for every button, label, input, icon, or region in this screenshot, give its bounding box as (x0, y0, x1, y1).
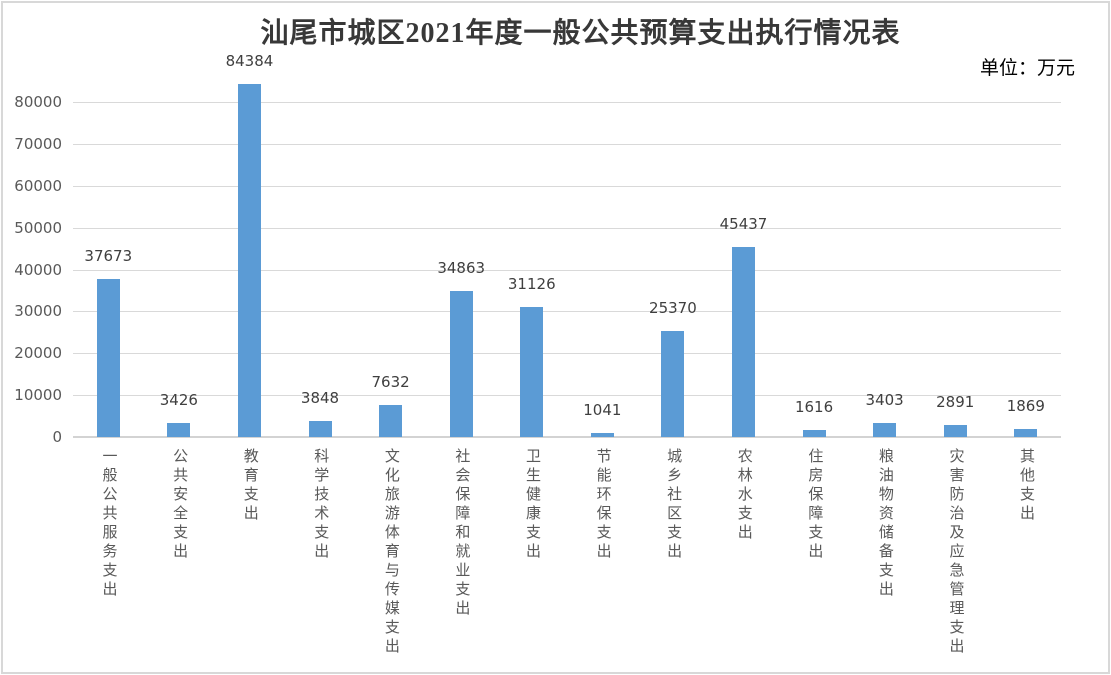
x-axis-category-label: 粮油物资储备支出 (876, 448, 893, 600)
x-axis-category-label: 住房保障支出 (806, 448, 823, 562)
y-axis-tick-label: 60000 (14, 176, 62, 195)
bar (873, 422, 897, 437)
bar-slot: 1869 (991, 397, 1062, 437)
x-axis-category: 一般公共服务支出 (73, 448, 144, 600)
x-axis-category: 农林水支出 (708, 448, 779, 543)
gridline (73, 395, 1061, 397)
bar (308, 420, 332, 437)
bar (520, 306, 544, 437)
bar (943, 424, 967, 437)
x-axis-category: 节能环保支出 (567, 448, 638, 562)
bar-slot: 1041 (567, 401, 638, 437)
x-axis-category: 卫生健康支出 (496, 448, 567, 562)
bar (96, 279, 120, 437)
bar-value-label: 31126 (507, 274, 556, 293)
gridline (73, 185, 1061, 187)
bar-slot: 45437 (708, 215, 779, 437)
x-axis-category-label: 一般公共服务支出 (100, 448, 117, 600)
bar-value-label: 3848 (300, 388, 340, 407)
bar (237, 83, 261, 437)
y-axis-tick-label: 30000 (14, 302, 62, 321)
x-axis-category-label: 城乡社区支出 (665, 448, 682, 562)
bar-slot: 3848 (285, 389, 356, 437)
y-axis-tick-label: 40000 (14, 260, 62, 279)
plot-area: 37673 3426 84384 3848 7632 34863 31126 1041 2537… (73, 0, 1061, 437)
x-axis-category: 文化旅游体育与传媒支出 (355, 448, 426, 657)
x-axis-category-label: 灾害防治及应急管理支出 (947, 448, 964, 657)
gridline (73, 353, 1061, 355)
y-axis-tick-label: 20000 (14, 344, 62, 363)
x-axis-category-label: 科学技术支出 (312, 448, 329, 562)
bar-value-label: 1869 (1006, 397, 1045, 416)
bar-slot: 31126 (496, 275, 567, 437)
y-axis-tick-label: 50000 (14, 218, 62, 237)
x-axis-category: 科学技术支出 (285, 448, 356, 562)
x-axis-category-label: 卫生健康支出 (524, 448, 540, 562)
bar-value-label: 1041 (583, 400, 622, 419)
x-axis-category-label: 其他支出 (1018, 448, 1035, 524)
bar-slot: 25370 (638, 299, 709, 437)
bar (379, 405, 403, 437)
bar (1014, 429, 1038, 437)
bar (167, 422, 191, 437)
y-axis-tick-label: 80000 (14, 93, 62, 111)
x-axis-category: 教育支出 (214, 448, 285, 524)
unit-label: 单位：万元 (979, 58, 1075, 79)
x-axis-category-label: 教育支出 (241, 448, 258, 524)
bar (590, 432, 614, 437)
bar (731, 246, 755, 437)
x-axis-category-label: 文化旅游体育与传媒支出 (382, 448, 399, 657)
y-axis-tick-label: 0 (52, 428, 62, 446)
x-axis-category: 其他支出 (991, 448, 1062, 524)
bar-slot: 3403 (849, 391, 920, 437)
bar-value-label: 84384 (225, 51, 274, 70)
gridline (73, 143, 1061, 145)
gridline (73, 311, 1061, 313)
x-axis-category: 城乡社区支出 (638, 448, 709, 562)
bar-slot: 37673 (73, 247, 144, 437)
bar-slot: 34863 (426, 259, 497, 437)
bar-slot: 1616 (779, 398, 850, 437)
bar-value-label: 25370 (649, 298, 697, 317)
bar-value-label: 7632 (371, 373, 410, 391)
x-axis-category: 灾害防治及应急管理支出 (920, 448, 991, 657)
bar (449, 291, 473, 437)
x-axis-category-label: 节能环保支出 (594, 448, 611, 562)
bar-value-label: 3426 (159, 390, 198, 409)
x-axis-category-label: 农林水支出 (735, 448, 752, 543)
x-axis-category: 粮油物资储备支出 (849, 448, 920, 600)
bar (802, 430, 826, 437)
x-axis-category-label: 公共安全支出 (171, 448, 188, 562)
x-axis-category-labels: 一般公共服务支出 公共安全支出 教育支出 科学技术支出 文化旅游体育与传媒支出 社会保障和… (73, 448, 1061, 657)
y-axis-tick-label: 70000 (14, 134, 62, 153)
bar-slot: 84384 (214, 52, 285, 437)
x-axis-category: 住房保障支出 (779, 448, 850, 562)
bar-value-label: 1616 (794, 398, 834, 417)
x-axis-category: 公共安全支出 (144, 448, 215, 562)
bar-value-label: 2891 (936, 392, 975, 411)
gridline (73, 102, 1061, 103)
bar-value-label: 45437 (719, 214, 768, 233)
bar-value-label: 34863 (437, 259, 486, 277)
chart-title: 汕尾市城区2021年度一般公共预算支出执行情况表 (260, 18, 901, 49)
y-axis-tick-label: 10000 (14, 386, 62, 405)
gridline (73, 269, 1061, 271)
x-axis-category-label: 社会保障和就业支出 (453, 448, 470, 619)
bar-value-label: 37673 (84, 247, 133, 266)
x-axis-line (73, 436, 1061, 438)
bar-slot: 3426 (144, 391, 215, 437)
bar-slot: 7632 (355, 373, 426, 437)
x-axis-category: 社会保障和就业支出 (426, 448, 497, 619)
bar-value-label: 3403 (865, 390, 904, 409)
bar-slot: 2891 (920, 393, 991, 437)
bar (661, 330, 685, 437)
gridline (73, 227, 1061, 229)
